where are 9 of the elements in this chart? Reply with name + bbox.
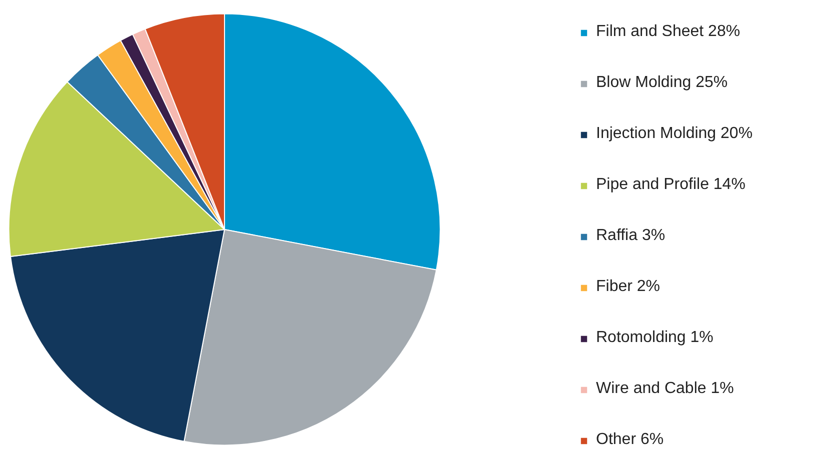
legend-label: Other 6% [596, 431, 664, 449]
legend-label: Pipe and Profile 14% [596, 176, 746, 194]
legend-label: Injection Molding 20% [596, 125, 753, 143]
legend-label: Wire and Cable 1% [596, 380, 734, 398]
legend-label: Blow Molding 25% [596, 74, 728, 92]
legend-label: Raffia 3% [596, 227, 666, 245]
legend-label: Film and Sheet 28% [596, 23, 740, 41]
legend-label: Fiber 2% [596, 278, 660, 296]
legend-label: Rotomolding 1% [596, 329, 714, 347]
